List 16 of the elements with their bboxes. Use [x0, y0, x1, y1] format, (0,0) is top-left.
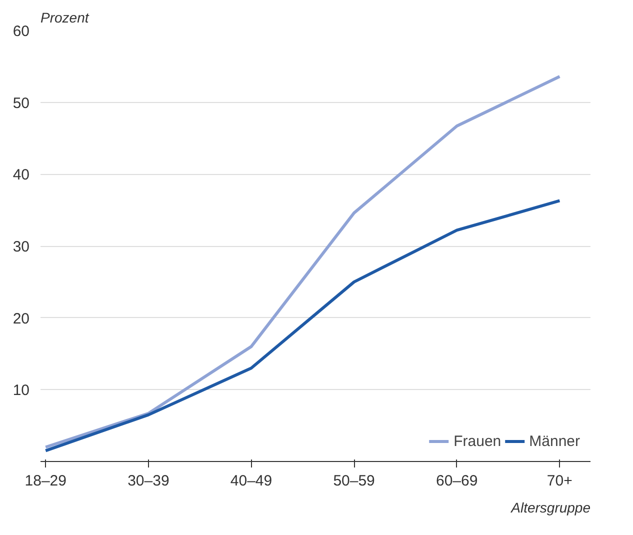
x-tick-label: 18–29 — [24, 472, 67, 490]
y-tick-label: 60 — [12, 23, 30, 40]
x-tick-label: 50–59 — [333, 472, 375, 490]
x-tick-label: 30–39 — [128, 472, 170, 490]
y-tick-label: 20 — [12, 310, 30, 328]
y-tick-label: 30 — [12, 238, 30, 256]
x-tick-label: 70+ — [546, 472, 573, 490]
y-tick-label: 10 — [12, 382, 30, 400]
x-axis-title: Altersgruppe — [510, 500, 591, 516]
legend-label: Frauen — [454, 432, 502, 450]
y-tick-label: 40 — [12, 166, 30, 184]
x-tick-label: 40–49 — [230, 472, 272, 490]
legend-label: Männer — [529, 432, 580, 450]
y-tick-label: 50 — [12, 94, 30, 112]
y-axis-title: Prozent — [40, 10, 90, 26]
x-tick-label: 60–69 — [436, 472, 478, 490]
